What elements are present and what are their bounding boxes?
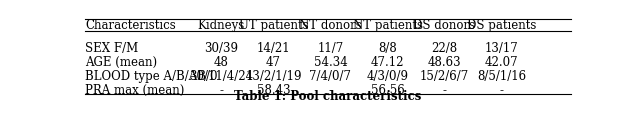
Text: NT patients: NT patients: [353, 19, 422, 32]
Text: Kidneys: Kidneys: [198, 19, 245, 32]
Text: -: -: [500, 84, 504, 97]
Text: DS donors: DS donors: [413, 19, 476, 32]
Text: 47: 47: [266, 56, 281, 69]
Text: 15/2/6/7: 15/2/6/7: [420, 70, 469, 83]
Text: 14/21: 14/21: [257, 42, 291, 55]
Text: DS patients: DS patients: [467, 19, 536, 32]
Text: SEX F/M: SEX F/M: [85, 42, 138, 55]
Text: PRA max (mean): PRA max (mean): [85, 84, 184, 97]
Text: 22/8: 22/8: [431, 42, 458, 55]
Text: 8/5/1/16: 8/5/1/16: [477, 70, 526, 83]
Text: 30/11/4/24: 30/11/4/24: [189, 70, 253, 83]
Text: 8/8: 8/8: [378, 42, 397, 55]
Text: Table 1: Pool characteristics: Table 1: Pool characteristics: [234, 90, 422, 103]
Text: 13/17: 13/17: [484, 42, 518, 55]
Text: 48: 48: [214, 56, 228, 69]
Text: 13/2/1/19: 13/2/1/19: [245, 70, 301, 83]
Text: -: -: [328, 84, 333, 97]
Text: Characteristics: Characteristics: [85, 19, 176, 32]
Text: -: -: [443, 84, 447, 97]
Text: 56.56: 56.56: [371, 84, 404, 97]
Text: 11/7: 11/7: [317, 42, 344, 55]
Text: 42.07: 42.07: [484, 56, 518, 69]
Text: 7/4/0/7: 7/4/0/7: [310, 70, 351, 83]
Text: 30/39: 30/39: [204, 42, 238, 55]
Text: NT donors: NT donors: [299, 19, 362, 32]
Text: 48.63: 48.63: [428, 56, 461, 69]
Text: 58.43: 58.43: [257, 84, 291, 97]
Text: -: -: [220, 84, 223, 97]
Text: 54.34: 54.34: [314, 56, 348, 69]
Text: 4/3/0/9: 4/3/0/9: [367, 70, 408, 83]
Text: BLOOD type A/B/AB/0: BLOOD type A/B/AB/0: [85, 70, 218, 83]
Text: UT patients: UT patients: [239, 19, 308, 32]
Text: 47.12: 47.12: [371, 56, 404, 69]
Text: AGE (mean): AGE (mean): [85, 56, 157, 69]
